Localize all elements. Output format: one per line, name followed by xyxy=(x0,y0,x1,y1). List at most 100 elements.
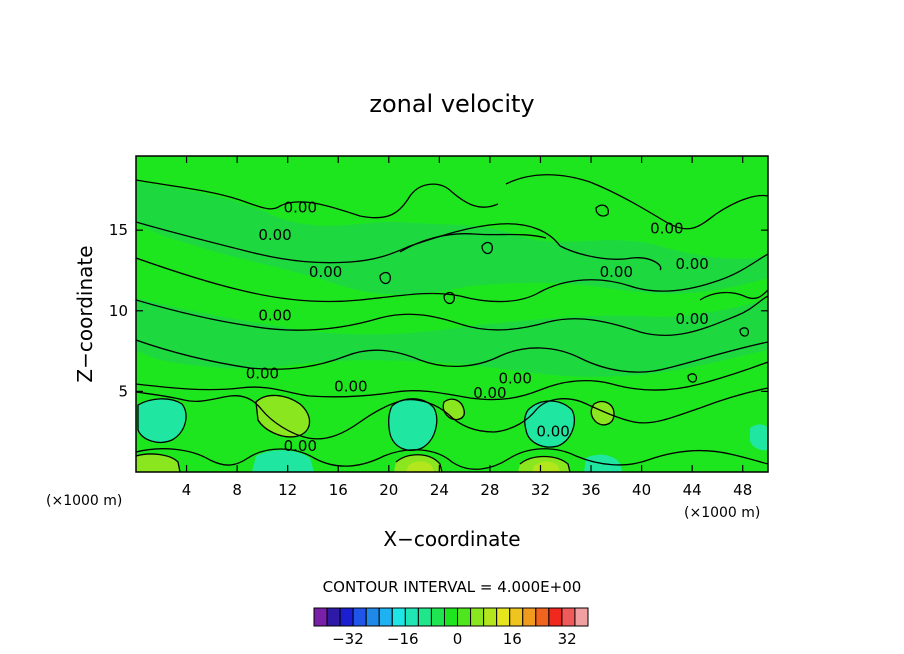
contour-line xyxy=(379,271,391,285)
y-tick-label: 5 xyxy=(118,382,128,400)
x-tick-label: 36 xyxy=(581,481,600,499)
colorbar-swatch xyxy=(326,607,341,627)
colorbar-swatch xyxy=(378,607,393,627)
x-tick-label: 28 xyxy=(480,481,499,499)
y-axis: 5 10 15 xyxy=(109,221,768,400)
contour-line xyxy=(559,245,662,271)
contour-line xyxy=(481,241,493,255)
contour-value-label: 0.00 xyxy=(284,437,317,455)
colorbar-tick-label: 16 xyxy=(503,630,522,648)
contour-value-label: 0.00 xyxy=(650,220,683,238)
colorbar-tick-labels: −32 −16 0 16 32 xyxy=(332,630,577,648)
contour-interval-label: CONTOUR INTERVAL = 4.000E+00 xyxy=(323,578,582,596)
x-tick-label: 12 xyxy=(278,481,297,499)
positive-pocket xyxy=(136,454,180,472)
x-axis-label: X−coordinate xyxy=(383,527,520,551)
contour-value-label: 0.00 xyxy=(246,365,279,383)
contour-value-label: 0.00 xyxy=(536,423,569,441)
colorbar-swatch xyxy=(443,607,459,627)
colorbar-swatch xyxy=(548,607,563,627)
contour-line xyxy=(136,179,499,219)
colorbar-swatch xyxy=(496,607,511,627)
contour-labels: 0.000.000.000.000.000.000.000.000.00 0.00… xyxy=(246,199,709,456)
colorbar-swatch xyxy=(483,607,498,627)
x-tick-label: 4 xyxy=(182,481,192,499)
positive-pocket xyxy=(532,461,560,472)
colorbar-tick-label: −16 xyxy=(387,630,419,648)
contour-line xyxy=(136,387,768,440)
x-tick-label: 20 xyxy=(379,481,398,499)
contour-value-label: 0.00 xyxy=(473,384,506,402)
colorbar-swatch xyxy=(430,607,445,627)
contour-line xyxy=(687,373,698,383)
colorbar-swatch xyxy=(561,607,576,627)
contour-line xyxy=(595,204,609,217)
x-tick-label: 24 xyxy=(430,481,449,499)
contour-value-label: 0.00 xyxy=(675,310,708,328)
colorbar-swatch xyxy=(352,607,367,627)
colorbar xyxy=(313,607,589,627)
colorbar-swatch xyxy=(509,607,524,627)
negative-pocket xyxy=(138,398,187,443)
y-axis-label: Z−coordinate xyxy=(73,245,97,382)
negative-pocket xyxy=(388,398,437,451)
colorbar-swatch xyxy=(457,607,472,627)
colorbar-swatch xyxy=(313,607,328,627)
x-unit-label: (×1000 m) xyxy=(684,505,760,521)
contour-value-label: 0.00 xyxy=(498,369,531,387)
contour-fill-regions xyxy=(136,182,768,472)
contour-line xyxy=(395,454,443,472)
contour-line xyxy=(739,327,750,337)
contour-line xyxy=(136,221,561,264)
colorbar-tick-label: 32 xyxy=(558,630,577,648)
colorbar-swatch xyxy=(470,607,485,627)
colorbar-swatch xyxy=(574,607,589,627)
contour-line xyxy=(136,253,768,303)
colorbar-swatch xyxy=(365,607,380,627)
x-tick-label: 48 xyxy=(733,481,752,499)
x-tick-label: 8 xyxy=(232,481,242,499)
y-tick-label: 10 xyxy=(109,302,128,320)
contour-value-label: 0.00 xyxy=(284,199,317,217)
x-tick-label: 32 xyxy=(531,481,550,499)
contour-line xyxy=(699,289,768,301)
contour-line xyxy=(388,398,438,451)
contour-value-label: 0.00 xyxy=(258,307,291,325)
contour-value-label: 0.00 xyxy=(309,263,342,281)
x-left-unit-label: (×1000 m) xyxy=(46,493,122,509)
contour-value-label: 0.00 xyxy=(675,255,708,273)
contour-line xyxy=(590,400,615,426)
contour-line xyxy=(524,400,575,448)
contour-value-label: 0.00 xyxy=(258,226,291,244)
colorbar-swatch xyxy=(391,607,406,627)
x-tick-label: 44 xyxy=(683,481,702,499)
contour-line xyxy=(136,295,768,337)
contour-line xyxy=(519,455,571,472)
contour-line xyxy=(443,291,455,305)
colorbar-swatch xyxy=(339,607,354,627)
contour-line xyxy=(136,339,768,373)
positive-pocket xyxy=(591,401,614,425)
colorbar-swatch xyxy=(404,607,419,627)
chart-title: zonal velocity xyxy=(369,90,534,118)
negative-region xyxy=(136,182,768,295)
colorbar-swatch xyxy=(417,607,432,627)
x-axis: 4 8 12 16 20 24 28 32 36 40 44 48 xyxy=(182,156,752,499)
positive-pocket xyxy=(406,461,434,472)
negative-pocket xyxy=(750,424,768,451)
contour-line xyxy=(136,453,181,472)
contour-value-label: 0.00 xyxy=(600,263,633,281)
contour-lines xyxy=(136,174,768,472)
negative-region xyxy=(136,298,768,377)
y-tick-label: 15 xyxy=(109,221,128,239)
colorbar-swatch xyxy=(522,607,537,627)
colorbar-swatch xyxy=(535,607,550,627)
colorbar-tick-label: 0 xyxy=(453,630,463,648)
negative-pocket xyxy=(252,450,314,472)
contour-value-label: 0.00 xyxy=(334,378,367,396)
positive-pocket xyxy=(256,395,310,437)
x-tick-label: 40 xyxy=(632,481,651,499)
negative-pocket xyxy=(524,401,575,448)
x-tick-label: 16 xyxy=(329,481,348,499)
